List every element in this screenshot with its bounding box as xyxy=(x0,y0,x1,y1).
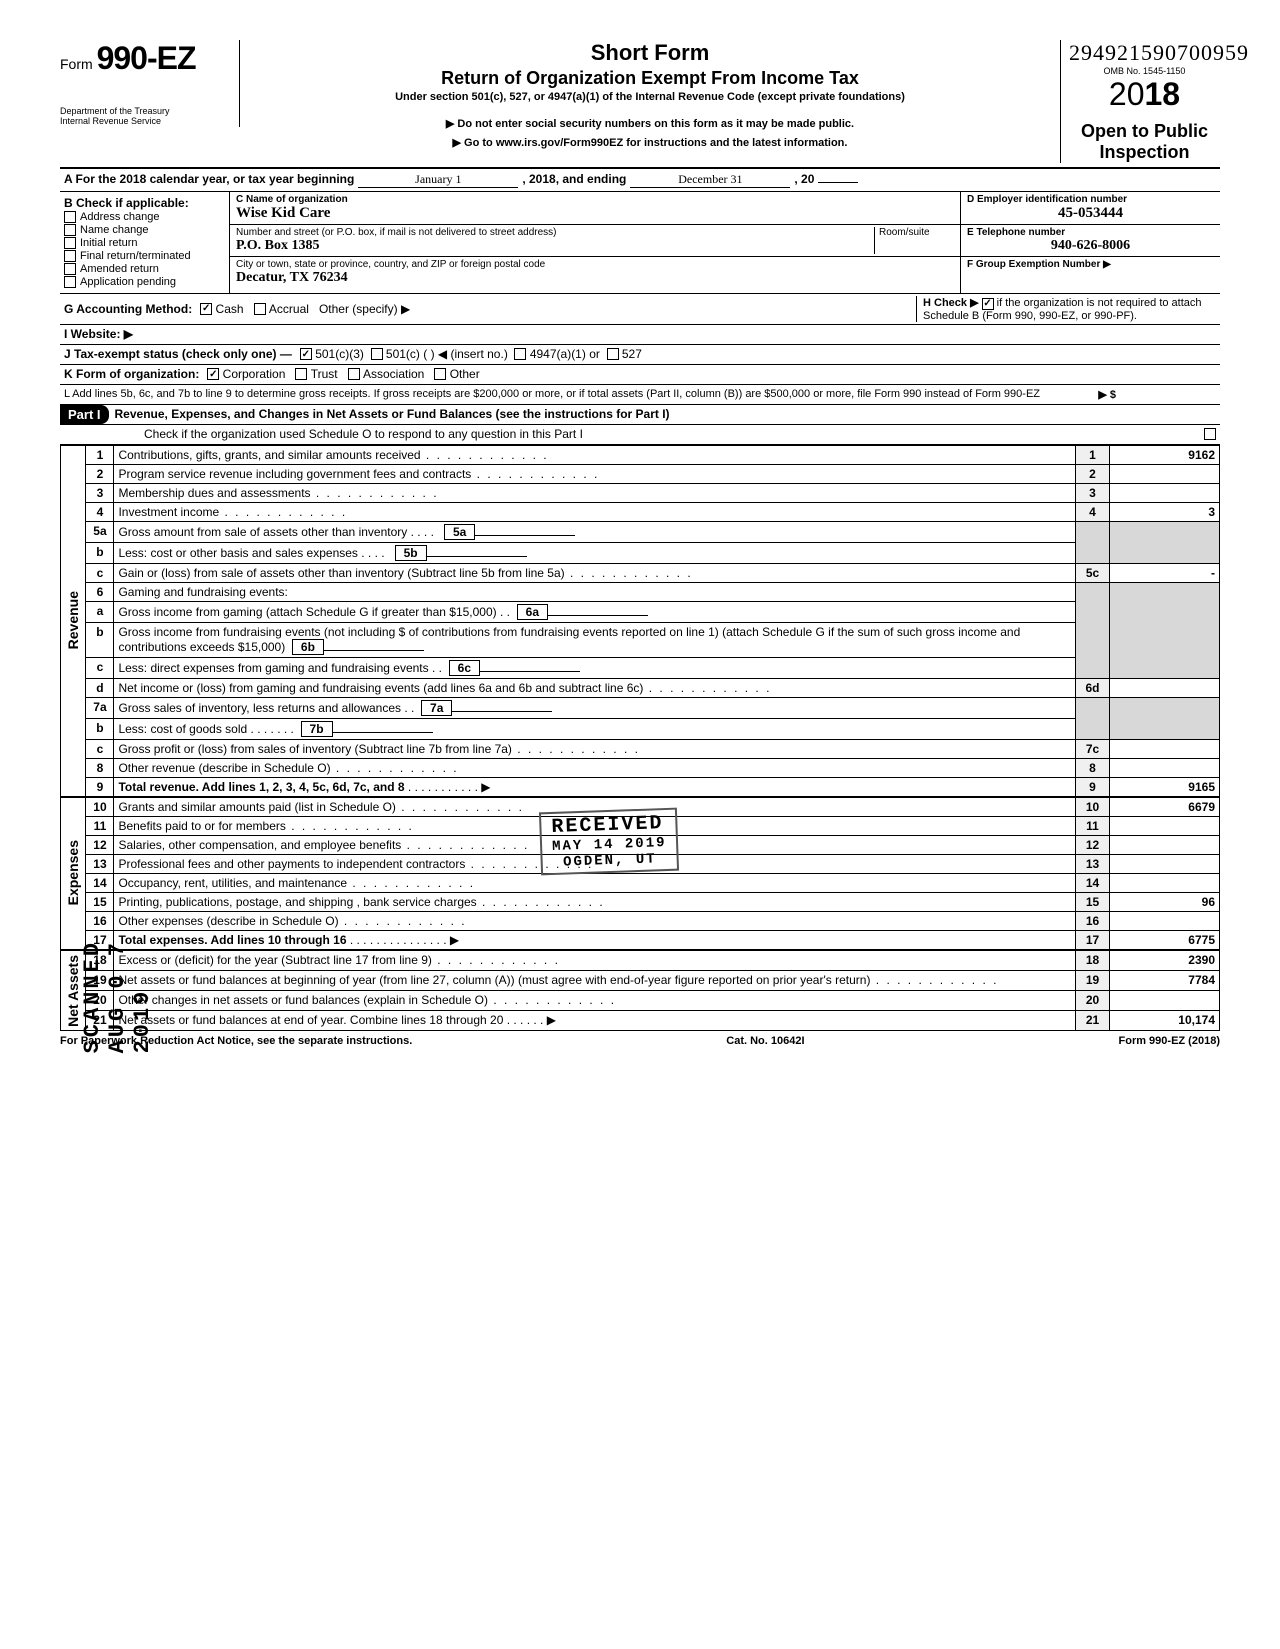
open-inspection: Open to Public Inspection xyxy=(1069,121,1220,163)
chk-assoc[interactable] xyxy=(348,368,360,380)
col-def: D Employer identification number 45-0534… xyxy=(960,192,1220,293)
begin-date: January 1 xyxy=(358,172,518,188)
d-cell: D Employer identification number 45-0534… xyxy=(961,192,1220,225)
end-date: December 31 xyxy=(630,172,790,188)
form-number: Form 990-EZ xyxy=(60,40,231,77)
l-arrow: ▶ $ xyxy=(1098,388,1116,401)
ssn-note: ▶ Do not enter social security numbers o… xyxy=(252,117,1048,130)
i-label: I Website: ▶ xyxy=(64,327,133,341)
chk-h[interactable] xyxy=(982,298,994,310)
h-label: H Check ▶ xyxy=(923,297,979,309)
part1-tab: Part I xyxy=(60,405,109,424)
ein: 45-053444 xyxy=(967,205,1214,222)
form-990ez: 990-EZ xyxy=(97,40,196,76)
return-subtitle: Return of Organization Exempt From Incom… xyxy=(252,68,1048,89)
irs-link: ▶ Go to www.irs.gov/Form990EZ for instru… xyxy=(252,136,1048,149)
received-stamp: RECEIVED MAY 14 2019 OGDEN, UT xyxy=(539,808,680,876)
chk-address[interactable]: Address change xyxy=(64,211,225,223)
chk-corp[interactable] xyxy=(207,368,219,380)
line-a-end2: , 20 xyxy=(794,172,814,186)
chk-name[interactable]: Name change xyxy=(64,224,225,236)
under-section: Under section 501(c), 527, or 4947(a)(1)… xyxy=(252,91,1048,103)
year-prefix: 20 xyxy=(1109,76,1145,112)
form-title-block: Short Form Return of Organization Exempt… xyxy=(240,40,1060,149)
phone: 940-626-8006 xyxy=(967,238,1214,254)
form-label: Form xyxy=(60,56,93,72)
expenses-sidelabel: Expenses xyxy=(60,797,85,950)
col-b: B Check if applicable: Address change Na… xyxy=(60,192,230,293)
f-cell: F Group Exemption Number ▶ xyxy=(961,257,1220,272)
chk-amended[interactable]: Amended return xyxy=(64,263,225,275)
l-text: L Add lines 5b, 6c, and 7b to line 9 to … xyxy=(64,388,1098,400)
section-bcdef: B Check if applicable: Address change Na… xyxy=(60,192,1220,294)
row-j: J Tax-exempt status (check only one) — 5… xyxy=(60,345,1220,365)
chk-501c3[interactable] xyxy=(300,348,312,360)
col-c: C Name of organization Wise Kid Care Num… xyxy=(230,192,960,293)
org-name-row: C Name of organization Wise Kid Care xyxy=(230,192,960,225)
street-label: Number and street (or P.O. box, if mail … xyxy=(236,227,874,238)
chk-501c[interactable] xyxy=(371,348,383,360)
chk-4947[interactable] xyxy=(514,348,526,360)
netassets-block: Net Assets 18Excess or (deficit) for the… xyxy=(60,950,1220,1032)
part1-check-text: Check if the organization used Schedule … xyxy=(144,427,1204,441)
city-row: City or town, state or province, country… xyxy=(230,257,960,288)
chk-schedule-o[interactable] xyxy=(1204,428,1216,440)
row-g: G Accounting Method: Cash Accrual Other … xyxy=(60,294,1220,325)
c-label: C Name of organization xyxy=(236,194,348,205)
tax-year: 2018 xyxy=(1069,76,1220,113)
row-k: K Form of organization: Corporation Trus… xyxy=(60,365,1220,385)
short-form-title: Short Form xyxy=(252,40,1048,66)
revenue-block: Revenue 1Contributions, gifts, grants, a… xyxy=(60,445,1220,797)
line-a-label: A For the 2018 calendar year, or tax yea… xyxy=(64,172,354,186)
footer: For Paperwork Reduction Act Notice, see … xyxy=(60,1031,1220,1047)
omb-no: OMB No. 1545-1150 xyxy=(1069,66,1220,76)
chk-cash[interactable] xyxy=(200,303,212,315)
street-row: Number and street (or P.O. box, if mail … xyxy=(230,225,960,257)
form-left-block: Form 990-EZ Department of the Treasury I… xyxy=(60,40,240,127)
year-bold: 18 xyxy=(1145,76,1181,112)
col-b-header: B Check if applicable: xyxy=(64,196,225,210)
org-name: Wise Kid Care xyxy=(236,205,348,222)
e-cell: E Telephone number 940-626-8006 xyxy=(961,225,1220,257)
part1-check: Check if the organization used Schedule … xyxy=(60,425,1220,445)
city-val: Decatur, TX 76234 xyxy=(236,270,545,286)
chk-other[interactable] xyxy=(434,368,446,380)
footer-mid: Cat. No. 10642I xyxy=(726,1035,804,1047)
chk-initial[interactable]: Initial return xyxy=(64,237,225,249)
scanned-stamp: SCANNED AUG 0 7 2019 xyxy=(80,940,155,1053)
chk-trust[interactable] xyxy=(295,368,307,380)
g-label: G Accounting Method: xyxy=(64,302,192,316)
end-year-blank xyxy=(818,182,858,183)
e-label: E Telephone number xyxy=(967,227,1214,238)
city-label: City or town, state or province, country… xyxy=(236,259,545,270)
street-val: P.O. Box 1385 xyxy=(236,238,874,254)
chk-final[interactable]: Final return/terminated xyxy=(64,250,225,262)
row-i: I Website: ▶ xyxy=(60,325,1220,345)
line-a: A For the 2018 calendar year, or tax yea… xyxy=(60,169,1220,192)
chk-pending[interactable]: Application pending xyxy=(64,276,225,288)
room-label: Room/suite xyxy=(874,227,954,254)
line-a-mid2: , 2018, and ending xyxy=(522,172,626,186)
chk-accrual[interactable] xyxy=(254,303,266,315)
form-header: Form 990-EZ Department of the Treasury I… xyxy=(60,40,1220,169)
form-right-block: 294921590700959 OMB No. 1545-1150 2018 O… xyxy=(1060,40,1220,163)
f-label: F Group Exemption Number ▶ xyxy=(967,259,1214,270)
d-label: D Employer identification number xyxy=(967,194,1214,205)
revenue-sidelabel: Revenue xyxy=(60,445,85,797)
footer-right: Form 990-EZ (2018) xyxy=(1119,1035,1220,1047)
j-label: J Tax-exempt status (check only one) — xyxy=(64,347,292,361)
revenue-table: 1Contributions, gifts, grants, and simil… xyxy=(85,445,1220,797)
chk-527[interactable] xyxy=(607,348,619,360)
row-l: L Add lines 5b, 6c, and 7b to line 9 to … xyxy=(60,385,1220,405)
part1-header: Part I Revenue, Expenses, and Changes in… xyxy=(60,405,1220,425)
netassets-table: 18Excess or (deficit) for the year (Subt… xyxy=(85,950,1220,1032)
k-label: K Form of organization: xyxy=(64,367,199,381)
dept-treasury: Department of the Treasury Internal Reve… xyxy=(60,107,231,127)
part1-title: Revenue, Expenses, and Changes in Net As… xyxy=(109,405,1220,423)
handwritten-id: 294921590700959 xyxy=(1069,40,1220,66)
